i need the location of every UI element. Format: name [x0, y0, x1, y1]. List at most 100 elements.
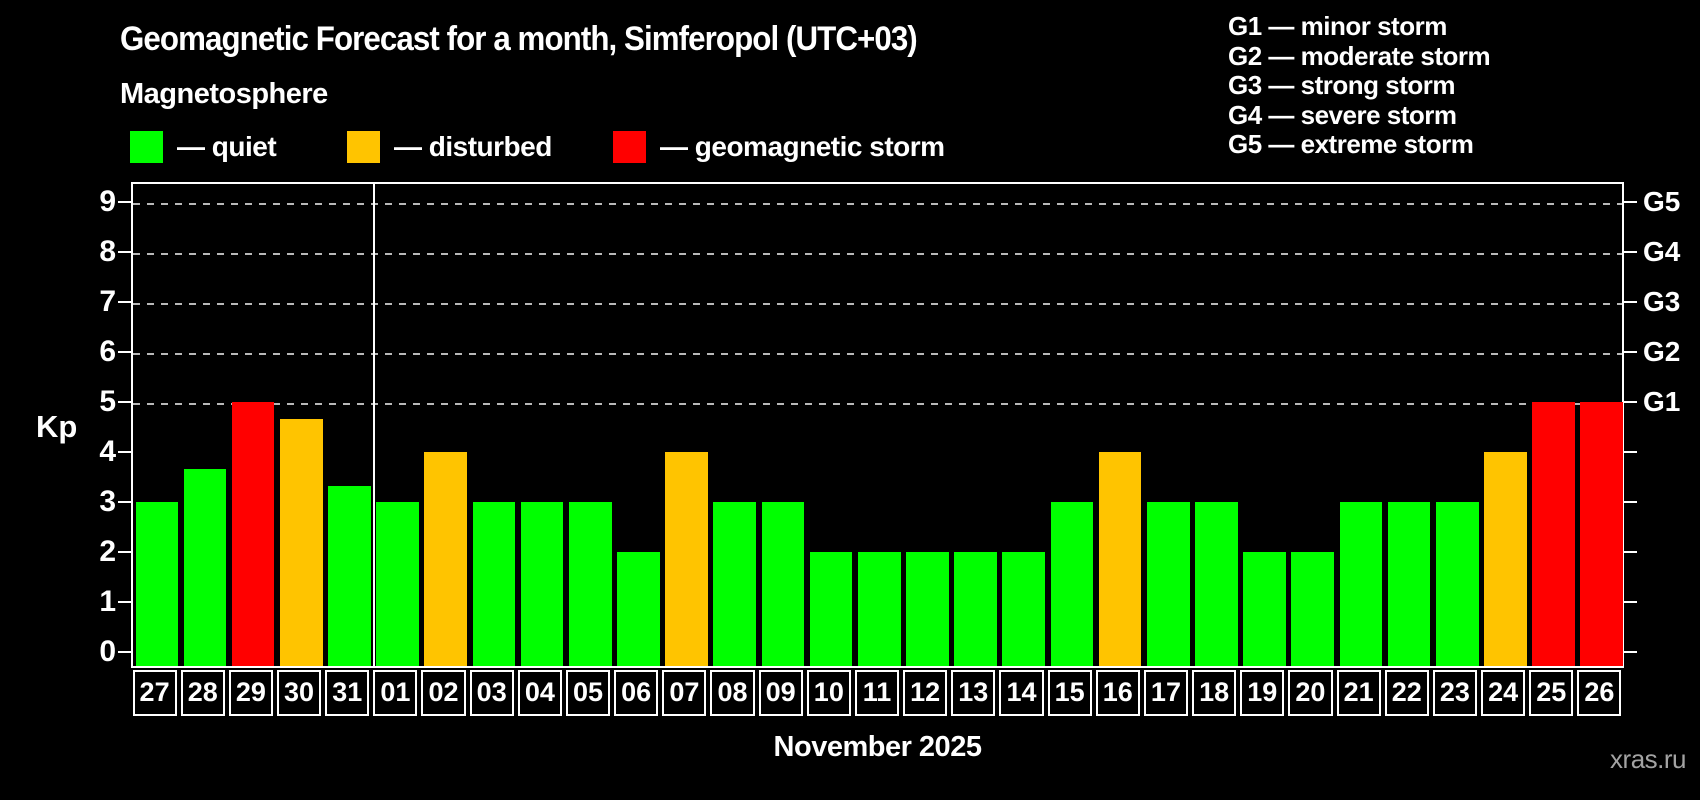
kp-bar-24 — [1484, 452, 1527, 666]
y-axis-label-0: 0 — [99, 635, 116, 668]
legend-label-quiet: — quiet — [177, 131, 277, 162]
kp-bar-13 — [954, 552, 997, 666]
date-labels-row: 27 28 29 30 31 01 02 03 04 05 06 07 08 09 10 11 12 13 14 15… — [131, 670, 1624, 716]
kp-bar-16 — [1098, 452, 1142, 666]
right-tick-kp8 — [1624, 251, 1637, 253]
kp-bar-21 — [1339, 502, 1383, 666]
right-axis-label-g5: G5 — [1643, 186, 1681, 217]
g-legend-line-g1: G1 — minor storm — [1228, 11, 1447, 41]
g-legend-line-g2: G2 — moderate storm — [1228, 40, 1491, 71]
kp-bar-29 — [231, 402, 275, 666]
y-axis-label-1: 1 — [99, 585, 116, 618]
y-axis-label-2: 2 — [99, 535, 116, 568]
kp-bar-31 — [328, 485, 371, 666]
date-label-27: 27 — [132, 670, 177, 716]
kp-bar-10 — [809, 552, 853, 666]
y-axis-label-9: 9 — [99, 185, 116, 218]
date-label-18: 18 — [1192, 670, 1237, 716]
date-label-17: 17 — [1143, 670, 1189, 716]
y-axis-label-6: 6 — [99, 335, 116, 368]
kp-bar-20 — [1291, 552, 1335, 666]
date-label-11: 11 — [854, 670, 900, 716]
watermark: xras.ru — [1610, 744, 1686, 774]
date-label-16: 16 — [1095, 670, 1140, 716]
g-legend-line-g5: G5 — extreme storm — [1228, 129, 1474, 160]
date-label-04: 04 — [517, 670, 562, 716]
kp-bar-30 — [279, 418, 323, 666]
y-axis-label-5: 5 — [99, 385, 116, 418]
date-label-28: 28 — [180, 670, 225, 716]
date-label-08: 08 — [710, 670, 755, 716]
chart-subtitle: Magnetosphere — [120, 78, 328, 110]
kp-bar-28 — [183, 468, 227, 666]
kp-bar-27 — [135, 502, 179, 666]
kp-bar-17 — [1146, 502, 1190, 666]
date-label-29: 29 — [228, 670, 273, 716]
y-axis-label-3: 3 — [99, 485, 116, 518]
date-label-05: 05 — [565, 670, 611, 716]
date-label-19: 19 — [1240, 670, 1285, 716]
date-label-24: 24 — [1481, 670, 1526, 716]
right-tick-kp4 — [1624, 451, 1637, 453]
date-label-31: 31 — [325, 670, 370, 716]
kp-bar-23 — [1435, 502, 1479, 666]
right-tick-kp6 — [1624, 351, 1637, 353]
right-tick-kp5 — [1624, 401, 1637, 403]
kp-bar-05 — [568, 502, 612, 666]
date-label-06: 06 — [614, 670, 659, 716]
right-tick-kp2 — [1624, 551, 1637, 553]
kp-bar-18 — [1195, 502, 1238, 666]
date-label-13: 13 — [951, 670, 996, 716]
kp-bar-09 — [761, 502, 805, 666]
left-tick-kp5 — [118, 401, 131, 403]
kp-bar-22 — [1387, 502, 1431, 666]
kp-bar-04 — [520, 502, 564, 666]
x-axis-title: November 2025 — [773, 731, 982, 763]
date-label-10: 10 — [806, 670, 851, 716]
right-tick-kp7 — [1624, 301, 1637, 303]
left-tick-kp2 — [118, 551, 131, 553]
y-axis-label-7: 7 — [99, 285, 116, 318]
kp-bar-12 — [906, 552, 949, 666]
left-tick-kp3 — [118, 501, 131, 503]
date-label-26: 26 — [1577, 670, 1622, 716]
plot-area — [131, 182, 1624, 668]
left-tick-kp1 — [118, 601, 131, 603]
legend-label-storm: — geomagnetic storm — [660, 131, 945, 162]
left-tick-kp8 — [118, 251, 131, 253]
kp-bar-15 — [1050, 502, 1094, 666]
date-label-03: 03 — [469, 670, 514, 716]
kp-bar-14 — [1002, 552, 1046, 666]
legend-item-storm: — geomagnetic storm — [613, 130, 945, 164]
right-tick-kp3 — [1624, 501, 1637, 503]
gridline-kp6 — [133, 353, 1622, 355]
date-label-01: 01 — [373, 670, 418, 716]
date-label-23: 23 — [1432, 670, 1477, 716]
gridline-kp9 — [133, 203, 1622, 205]
quiet-swatch-icon — [130, 131, 163, 163]
kp-bar-19 — [1243, 552, 1286, 666]
legend-item-quiet: — quiet — [130, 130, 277, 164]
kp-bar-25 — [1532, 402, 1575, 666]
kp-bar-08 — [713, 502, 757, 666]
chart-title: Geomagnetic Forecast for a month, Simfer… — [120, 20, 918, 58]
kp-bar-06 — [617, 552, 660, 666]
kp-bar-11 — [857, 552, 901, 666]
left-tick-kp4 — [118, 451, 131, 453]
right-axis-label-g4: G4 — [1643, 236, 1681, 267]
gridline-kp8 — [133, 253, 1622, 255]
date-label-12: 12 — [903, 670, 948, 716]
left-tick-kp9 — [118, 201, 131, 203]
date-label-20: 20 — [1288, 670, 1333, 716]
left-tick-kp0 — [118, 651, 131, 653]
y-axis-label-8: 8 — [99, 235, 116, 268]
right-tick-kp1 — [1624, 601, 1637, 603]
left-tick-kp6 — [118, 351, 131, 353]
kp-bar-02 — [424, 452, 468, 666]
date-label-14: 14 — [999, 670, 1044, 716]
date-label-09: 09 — [758, 670, 803, 716]
right-tick-kp9 — [1624, 201, 1637, 203]
gridline-kp7 — [133, 303, 1622, 305]
right-axis-label-g1: G1 — [1643, 386, 1681, 417]
date-label-30: 30 — [276, 670, 322, 716]
